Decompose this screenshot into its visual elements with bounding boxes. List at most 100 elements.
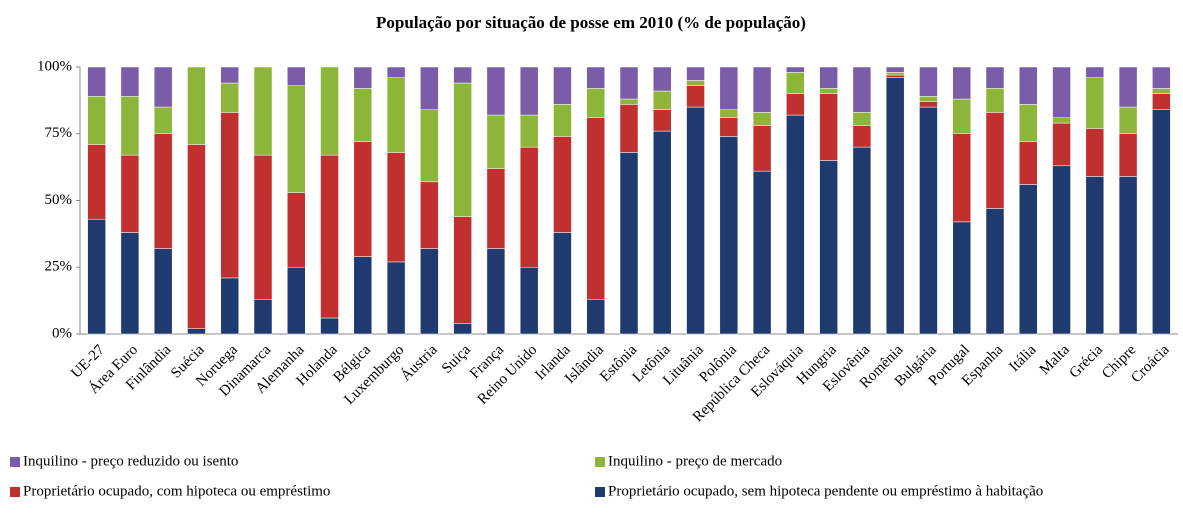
bar-segment xyxy=(686,106,705,335)
bar-segment xyxy=(1052,122,1071,167)
bar-segment xyxy=(120,96,140,156)
bar-segment xyxy=(952,133,971,223)
bar-segment xyxy=(752,66,772,113)
chart-title: População por situação de posse em 2010 … xyxy=(376,13,806,32)
legend-swatch xyxy=(595,457,605,467)
bar-segment xyxy=(619,98,639,105)
x-tick-label: Itália xyxy=(1006,342,1039,375)
bar-segment xyxy=(985,208,1005,335)
bar-segment xyxy=(586,117,605,300)
bar-segment xyxy=(187,144,206,329)
bar-segment xyxy=(852,146,872,335)
bar-segment xyxy=(153,248,173,335)
bar-segment xyxy=(653,109,672,132)
bar-segment xyxy=(453,216,472,324)
bar-segment xyxy=(752,112,772,126)
bar-segment xyxy=(486,248,506,335)
bar-segment xyxy=(153,106,173,135)
legend-swatch xyxy=(10,457,20,467)
bar-segment xyxy=(420,66,439,110)
bar-segment xyxy=(852,112,872,126)
bar-segment xyxy=(719,136,739,335)
bar-segment xyxy=(619,104,639,153)
bar-segment xyxy=(120,232,140,335)
bar-segment xyxy=(819,88,838,94)
y-tick-label: 75% xyxy=(45,125,73,141)
bar-segment xyxy=(486,168,506,249)
bar-segment xyxy=(1052,117,1071,124)
bar-segment xyxy=(1118,66,1138,108)
y-tick-label: 50% xyxy=(45,192,73,208)
bar-segment xyxy=(719,109,739,118)
bar-segment xyxy=(786,93,805,116)
bar-segment xyxy=(952,98,971,134)
bar-segment xyxy=(752,170,772,335)
bar-segment xyxy=(287,85,306,193)
bar-segment xyxy=(686,85,705,108)
bar-segment xyxy=(519,66,539,116)
bar-segment xyxy=(153,66,173,108)
bar-segment xyxy=(1118,106,1138,135)
bar-segment xyxy=(320,66,339,156)
bar-segment xyxy=(885,72,905,76)
bar-segment xyxy=(353,141,373,257)
bar-segment xyxy=(1052,66,1071,118)
bar-segment xyxy=(1152,93,1171,110)
bar-segment xyxy=(919,66,938,97)
bar-segment xyxy=(287,192,306,268)
bar-segment xyxy=(1118,133,1138,177)
bar-segment xyxy=(586,88,605,118)
bar-segment xyxy=(985,112,1005,209)
bar-segment xyxy=(719,117,739,137)
bar-segment xyxy=(486,66,506,116)
bar-segment xyxy=(1085,66,1105,78)
bar-segment xyxy=(220,82,239,113)
bar-segment xyxy=(819,66,838,89)
bar-segment xyxy=(786,66,805,73)
bar-segment xyxy=(653,130,672,335)
bar-segment xyxy=(1052,165,1071,335)
bar-segment xyxy=(985,88,1005,113)
bar-segment xyxy=(1118,176,1138,335)
bar-segment xyxy=(619,66,639,100)
bar-segment xyxy=(420,181,439,249)
x-tick-label: Áustria xyxy=(397,341,440,384)
bar-segment xyxy=(120,66,140,97)
bar-segment xyxy=(386,66,406,78)
bar-segment xyxy=(153,133,173,249)
bar-segment xyxy=(586,66,605,89)
legend-swatch xyxy=(10,487,20,497)
bar-segment xyxy=(819,93,838,161)
bar-segment xyxy=(852,66,872,113)
bar-segment xyxy=(1152,88,1171,94)
bar-segment xyxy=(386,152,406,263)
bar-segment xyxy=(486,114,506,169)
bar-segment xyxy=(786,72,805,94)
bar-segment xyxy=(553,232,572,335)
bar-segment xyxy=(1019,104,1038,143)
bar-segment xyxy=(220,277,239,335)
bar-segment xyxy=(320,154,339,319)
bar-segment xyxy=(852,125,872,148)
bar-segment xyxy=(686,66,705,81)
bar-segment xyxy=(586,299,605,335)
bar-segment xyxy=(653,66,672,92)
bar-segment xyxy=(919,101,938,108)
bar-segment xyxy=(919,96,938,102)
bar-segment xyxy=(187,328,206,335)
bar-segment xyxy=(952,66,971,100)
bar-segment xyxy=(519,267,539,335)
bar-segment xyxy=(287,267,306,335)
x-tick-label: Grécia xyxy=(1067,342,1107,382)
bar-segment xyxy=(553,136,572,233)
bar-segment xyxy=(353,66,373,89)
y-tick-label: 0% xyxy=(52,325,72,341)
bar-segment xyxy=(752,125,772,172)
bar-segment xyxy=(1152,109,1171,335)
bar-segment xyxy=(120,154,140,233)
bar-segment xyxy=(386,77,406,153)
bar-segment xyxy=(386,261,406,335)
legend-label: Inquilino - preço reduzido ou isento xyxy=(23,453,238,469)
bar-segment xyxy=(885,66,905,73)
